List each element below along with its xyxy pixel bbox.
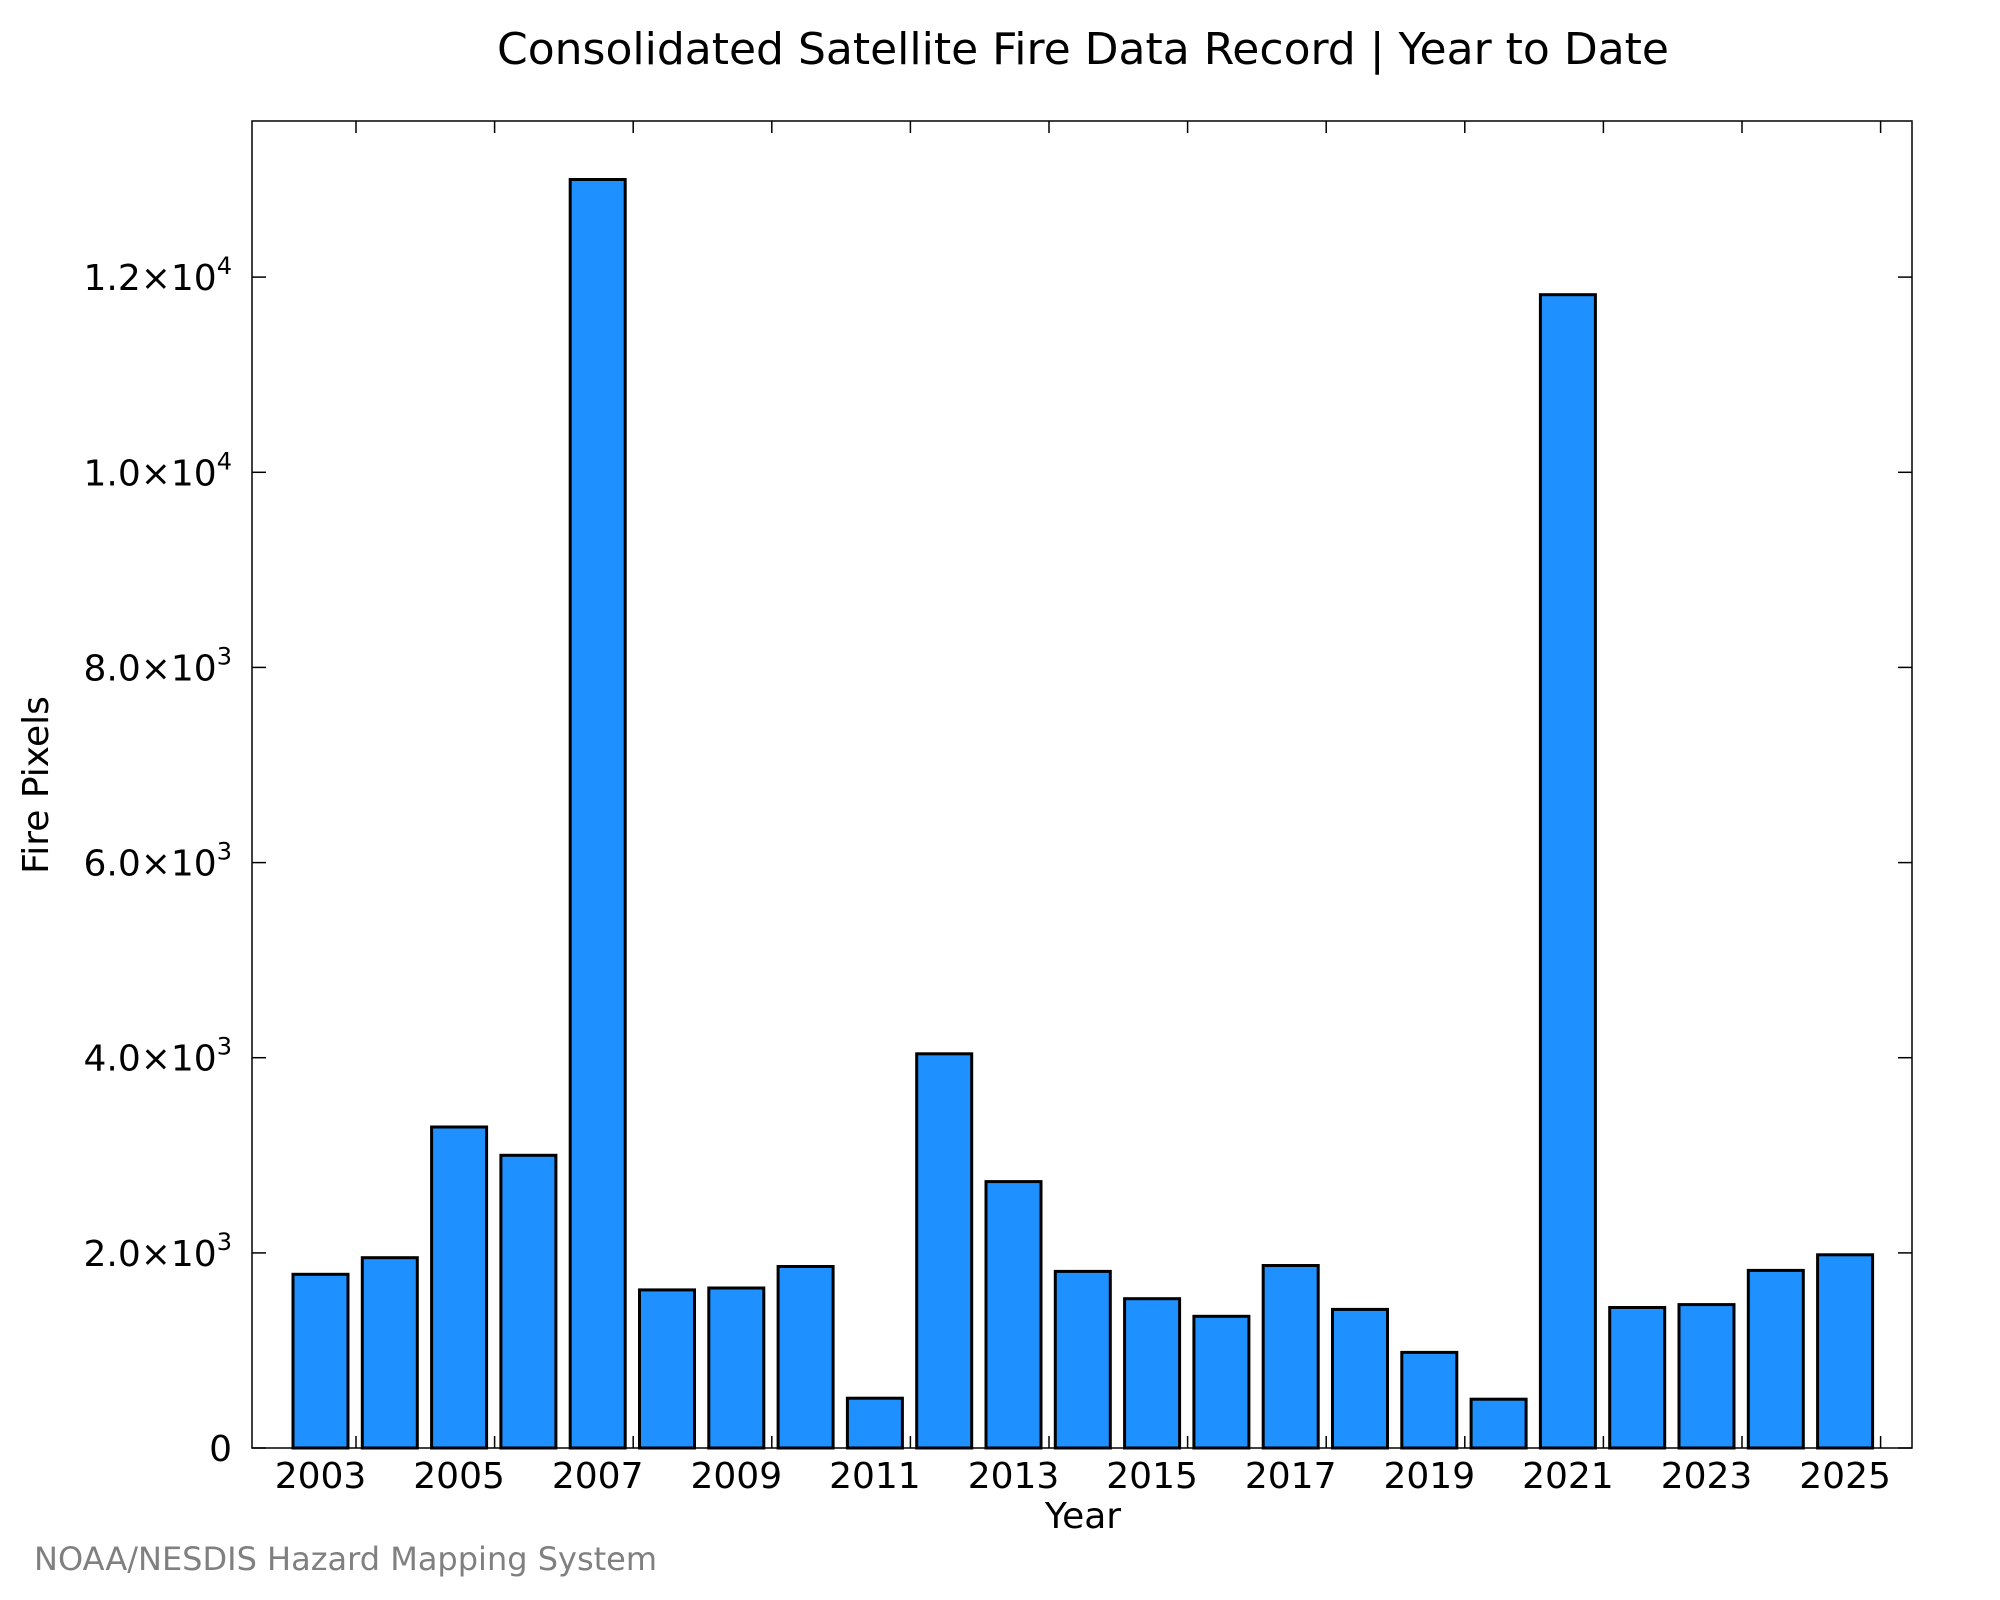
bar-2019 bbox=[1400, 1350, 1459, 1450]
bar-2014 bbox=[1053, 1269, 1112, 1450]
bar-2016 bbox=[1192, 1314, 1251, 1450]
y-tick-label: 1.2×104 bbox=[83, 252, 232, 299]
y-tick-label: 0 bbox=[209, 1429, 232, 1470]
x-tick-label-2003: 2003 bbox=[275, 1456, 367, 1497]
y-axis-label: Fire Pixels bbox=[16, 696, 57, 874]
x-tick-label-2007: 2007 bbox=[552, 1456, 644, 1497]
bar-2017 bbox=[1261, 1264, 1320, 1450]
bars-group bbox=[291, 178, 1875, 1450]
bar-2007 bbox=[568, 178, 627, 1450]
bar-2024 bbox=[1746, 1268, 1805, 1450]
bar-2025 bbox=[1816, 1253, 1875, 1450]
bar-2011 bbox=[845, 1396, 904, 1450]
x-tick-label-2005: 2005 bbox=[413, 1456, 505, 1497]
bar-2012 bbox=[915, 1052, 974, 1450]
bar-2005 bbox=[430, 1125, 489, 1450]
y-tick-label: 2.0×103 bbox=[83, 1228, 232, 1275]
x-tick-label-2021: 2021 bbox=[1522, 1456, 1614, 1497]
bar-2023 bbox=[1677, 1303, 1736, 1450]
x-tick-label-2015: 2015 bbox=[1106, 1456, 1198, 1497]
x-tick-label-2013: 2013 bbox=[968, 1456, 1060, 1497]
x-axis-ticks: 2003 2005 2007 2009 2011 2013 2015 2017 2019 2021… bbox=[275, 121, 1891, 1497]
x-tick-label-2011: 2011 bbox=[829, 1456, 921, 1497]
bar-2006 bbox=[499, 1153, 558, 1450]
x-tick-label-2009: 2009 bbox=[690, 1456, 782, 1497]
y-axis-ticks: 0 2.0×103 4.0×103 6.0×103 8.0×103 1.0×104 1.2×… bbox=[83, 252, 1912, 1470]
bar-2015 bbox=[1123, 1297, 1182, 1450]
x-tick-label-2025: 2025 bbox=[1799, 1456, 1891, 1497]
x-tick-label-2023: 2023 bbox=[1661, 1456, 1753, 1497]
x-tick-label-2019: 2019 bbox=[1383, 1456, 1475, 1497]
bar-2022 bbox=[1608, 1306, 1667, 1450]
chart-title: Consolidated Satellite Fire Data Record … bbox=[497, 24, 1669, 75]
bar-2004 bbox=[360, 1256, 419, 1450]
bar-2013 bbox=[984, 1180, 1043, 1450]
x-tick-label-2017: 2017 bbox=[1245, 1456, 1337, 1497]
bar-2008 bbox=[638, 1288, 696, 1450]
bar-2018 bbox=[1331, 1307, 1389, 1450]
y-tick-label: 8.0×103 bbox=[83, 642, 232, 689]
bar-2020 bbox=[1469, 1397, 1528, 1450]
bar-2003 bbox=[291, 1272, 350, 1450]
bar-2009 bbox=[707, 1286, 766, 1450]
x-axis-label: Year bbox=[1044, 1496, 1121, 1537]
credit-text: NOAA/NESDIS Hazard Mapping System bbox=[34, 1540, 657, 1578]
y-tick-label: 1.0×104 bbox=[83, 447, 232, 494]
y-tick-label: 4.0×103 bbox=[83, 1033, 232, 1080]
plot-frame bbox=[251, 120, 1913, 1449]
bar-2010 bbox=[776, 1265, 835, 1450]
bar-2021 bbox=[1538, 293, 1597, 1450]
y-tick-label: 6.0×103 bbox=[83, 838, 232, 885]
